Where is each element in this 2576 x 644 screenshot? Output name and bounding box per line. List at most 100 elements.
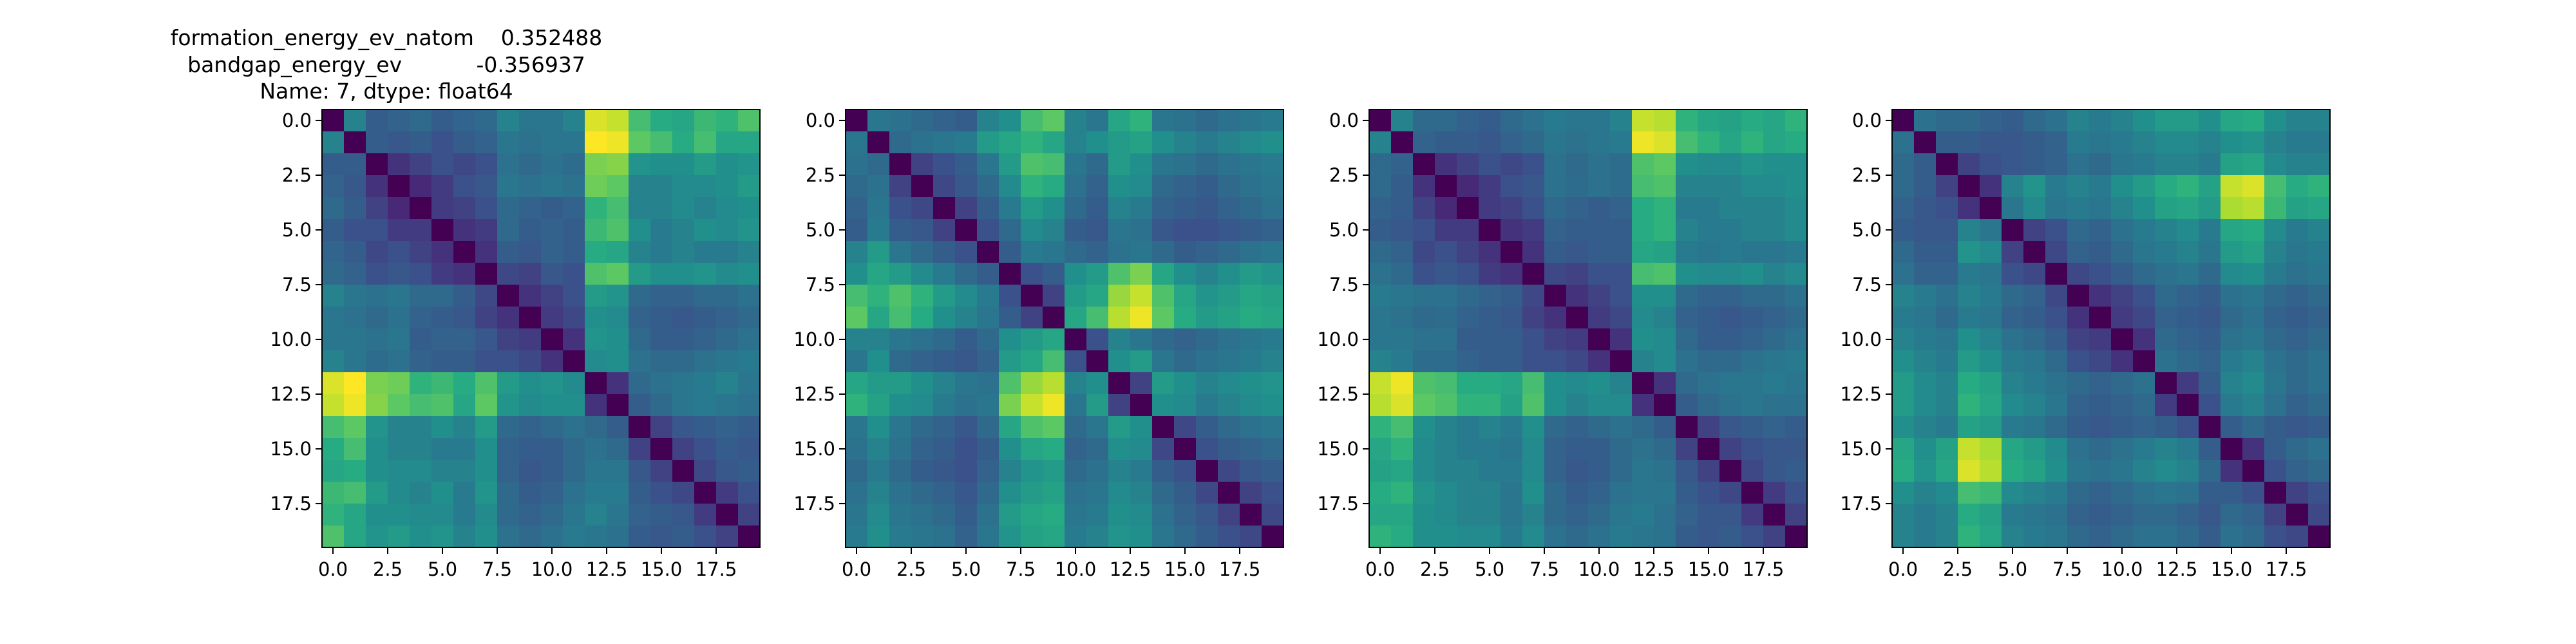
heatmap-cell <box>519 372 542 395</box>
y-tick-label: 10.0 <box>1840 328 1882 350</box>
heatmap-cell <box>2242 131 2265 154</box>
heatmap-cell <box>410 219 432 242</box>
heatmap-cell <box>322 350 345 373</box>
heatmap-cell <box>1174 307 1197 329</box>
heatmap-cell <box>1588 416 1611 439</box>
heatmap-cell <box>1522 285 1545 307</box>
heatmap-cell <box>1980 131 2002 154</box>
heatmap-cell <box>2133 175 2155 198</box>
heatmap-cell <box>563 416 585 439</box>
heatmap-cell <box>2264 241 2287 263</box>
heatmap-cell <box>607 153 629 176</box>
heatmap-cell <box>1719 307 1742 329</box>
heatmap-cell <box>1936 241 1958 263</box>
y-tick-label: 2.5 <box>1852 164 1882 186</box>
heatmap-cell <box>2242 504 2265 526</box>
heatmap-cell <box>585 307 607 329</box>
heatmap-cell <box>1676 416 1698 439</box>
heatmap-cell <box>497 131 520 154</box>
heatmap-cell <box>497 153 520 176</box>
x-tick-label: 5.0 <box>1998 558 2027 580</box>
heatmap-cell <box>475 460 498 482</box>
y-tick-label: 2.5 <box>806 164 835 186</box>
heatmap-cell <box>2155 153 2177 176</box>
heatmap-cell <box>955 460 978 482</box>
heatmap-cell <box>2199 372 2221 395</box>
heatmap-cell <box>650 504 673 526</box>
heatmap-cell <box>497 263 520 285</box>
heatmap-cell <box>2221 504 2243 526</box>
heatmap-cell <box>1391 241 1414 263</box>
heatmap-cell <box>2286 438 2309 460</box>
heatmap-cell <box>431 438 454 460</box>
heatmap-cell <box>388 131 410 154</box>
heatmap-cell <box>716 394 739 417</box>
heatmap-cell <box>607 285 629 307</box>
heatmap-cell <box>1369 241 1392 263</box>
heatmap-cell <box>1413 350 1435 373</box>
heatmap-cell <box>2264 263 2287 285</box>
heatmap-cell <box>2023 460 2046 482</box>
heatmap-cell <box>933 350 956 373</box>
heatmap-cell <box>1369 416 1392 439</box>
heatmap-cell <box>1785 394 1808 417</box>
heatmap-cell <box>2045 504 2068 526</box>
heatmap-cell <box>1369 328 1392 351</box>
heatmap-cell <box>1108 263 1131 285</box>
heatmap-cell <box>563 153 585 176</box>
heatmap-cell <box>650 219 673 242</box>
heatmap-cell <box>716 482 739 504</box>
heatmap-cell <box>1152 197 1175 220</box>
heatmap-cell <box>453 197 476 220</box>
heatmap-cell <box>977 526 999 548</box>
heatmap-cell <box>2045 416 2068 439</box>
heatmap-cell <box>1914 372 1937 395</box>
heatmap-cell <box>1457 394 1479 417</box>
heatmap-cell <box>2067 394 2090 417</box>
heatmap-cell <box>2264 416 2287 439</box>
heatmap-cell <box>955 197 978 220</box>
heatmap-cell <box>1152 241 1175 263</box>
heatmap-cell <box>672 219 695 242</box>
heatmap-cell <box>889 131 912 154</box>
heatmap-cell <box>1698 175 1720 198</box>
heatmap-cell <box>1522 197 1545 220</box>
heatmap-cell <box>1763 197 1786 220</box>
heatmap-cell <box>2089 394 2112 417</box>
heatmap-cell <box>846 416 868 439</box>
heatmap-cell <box>1413 131 1435 154</box>
heatmap-cell <box>563 219 585 242</box>
heatmap-cell <box>1065 175 1087 198</box>
heatmap-cell <box>1719 438 1742 460</box>
heatmap-cell <box>2242 482 2265 504</box>
heatmap-cell <box>1763 109 1786 132</box>
heatmap-cell <box>2221 241 2243 263</box>
heatmap-cell <box>1218 372 1240 395</box>
heatmap-cell <box>2199 153 2221 176</box>
heatmap-cell <box>1785 328 1808 351</box>
heatmap-cell <box>1936 328 1958 351</box>
heatmap-cell <box>1479 175 1501 198</box>
heatmap-cell <box>497 109 520 132</box>
heatmap-cell <box>1435 504 1457 526</box>
heatmap-cell <box>2221 416 2243 439</box>
heatmap-cell <box>999 241 1021 263</box>
heatmap-cell <box>1588 438 1611 460</box>
heatmap-cell <box>563 526 585 548</box>
heatmap-cell <box>2199 219 2221 242</box>
heatmap-cell <box>716 372 739 395</box>
heatmap-cell <box>2264 460 2287 482</box>
heatmap-cell <box>694 328 717 351</box>
heatmap-cell <box>1763 460 1786 482</box>
heatmap-cell <box>1501 307 1523 329</box>
heatmap-cell <box>1021 350 1043 373</box>
heatmap-cell <box>519 416 542 439</box>
heatmap-cell <box>366 307 388 329</box>
heatmap-cell <box>1566 394 1589 417</box>
heatmap-cell <box>1958 175 1980 198</box>
heatmap-cell <box>1544 328 1567 351</box>
heatmap-cell <box>1892 131 1915 154</box>
heatmap-cell <box>1108 372 1131 395</box>
heatmap-cell <box>1676 372 1698 395</box>
heatmap-cell <box>1130 175 1153 198</box>
